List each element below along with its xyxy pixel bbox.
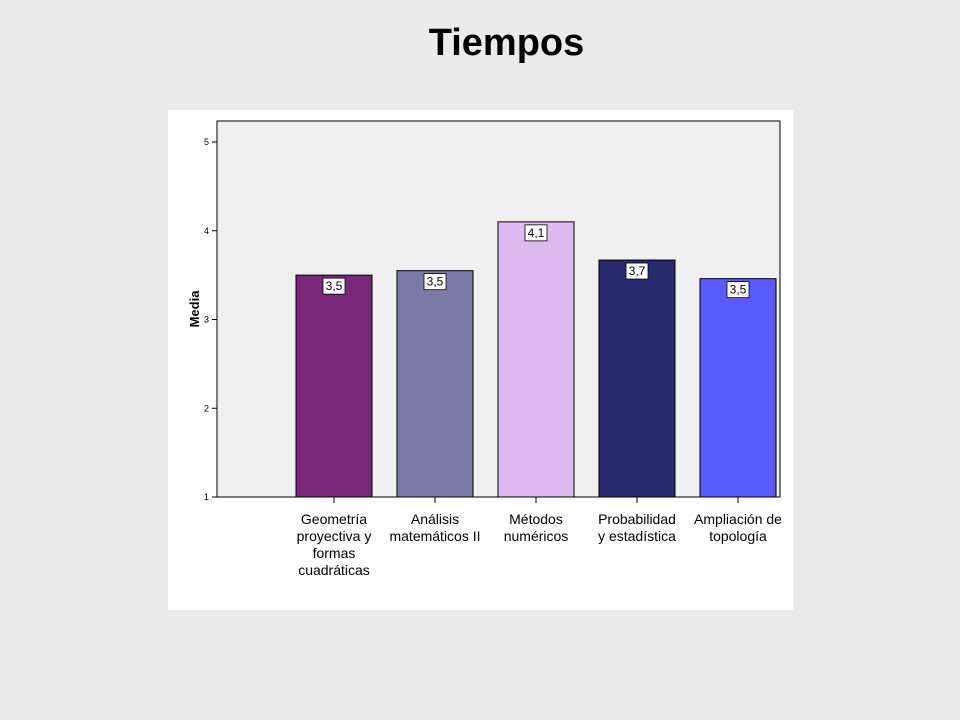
y-tick-label: 3 <box>204 315 209 325</box>
x-category-label: Métodos <box>509 511 563 527</box>
data-label: 4,1 <box>528 226 545 240</box>
bar <box>497 221 575 498</box>
bar <box>598 259 676 498</box>
y-axis-title: Media <box>187 290 202 328</box>
y-tick-label: 1 <box>204 492 209 502</box>
x-category-label: formas <box>313 545 356 561</box>
x-category-label: Ampliación de <box>694 511 782 527</box>
x-category-label: matemáticos II <box>389 528 480 544</box>
data-label: 3,7 <box>629 264 646 278</box>
x-category-label: Probabilidad <box>598 511 676 527</box>
data-label: 3,5 <box>730 283 747 297</box>
data-label-box <box>423 273 447 291</box>
y-tick-label: 5 <box>204 137 209 147</box>
data-label: 3,5 <box>427 275 444 289</box>
data-label-box <box>524 224 548 242</box>
data-label-box <box>726 281 750 299</box>
bar <box>295 274 373 498</box>
x-category-label: topología <box>709 528 767 544</box>
x-category-label: cuadráticas <box>298 562 370 578</box>
x-category-label: Geometría <box>301 511 367 527</box>
chart-panel: 1 2 3 4 5 Media 3,5 Geometría proyectiva y formas… <box>168 110 793 610</box>
data-label-box <box>625 262 649 280</box>
bar <box>396 270 474 498</box>
data-label: 3,5 <box>326 279 343 293</box>
x-category-label: Análisis <box>411 511 459 527</box>
x-category-label: proyectiva y <box>297 528 372 544</box>
y-tick-label: 4 <box>204 226 209 236</box>
data-label-box <box>322 277 346 295</box>
y-tick-label: 2 <box>204 403 209 413</box>
bar <box>699 278 777 498</box>
slide-title: Tiempos <box>428 22 585 64</box>
x-category-label: y estadística <box>598 528 676 544</box>
x-category-label: numéricos <box>504 528 569 544</box>
